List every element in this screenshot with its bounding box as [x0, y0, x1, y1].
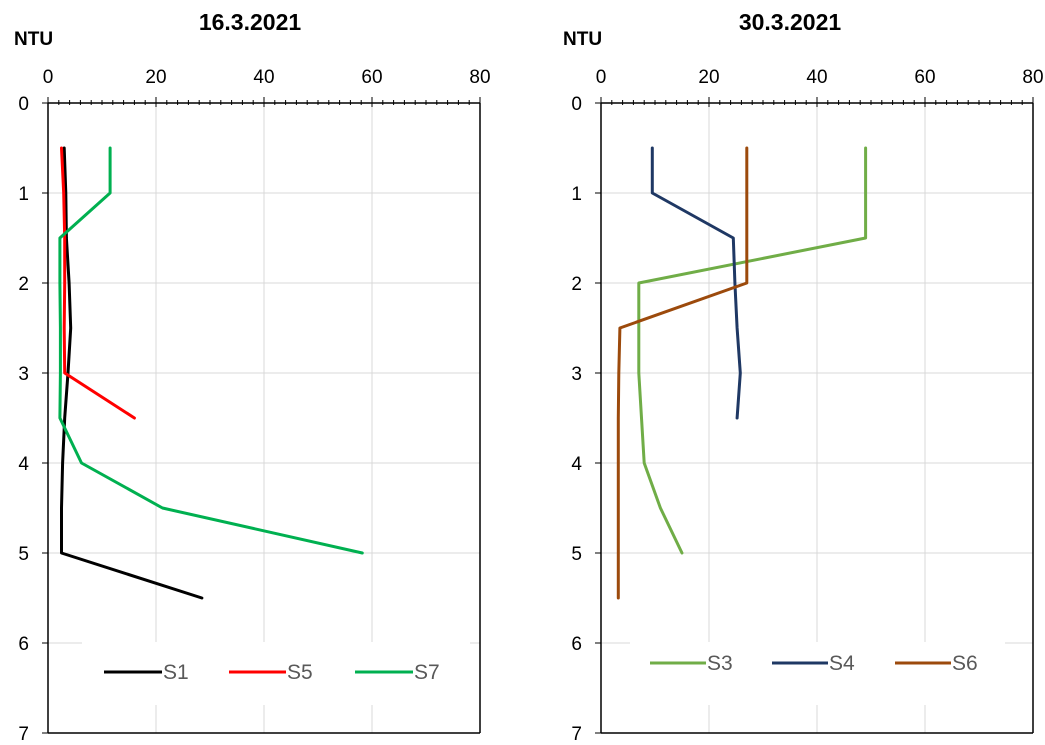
y-tick-label: 1: [18, 184, 29, 205]
legend-label-s1: S1: [163, 661, 189, 684]
series-line-s3: [637, 146, 868, 555]
y-tick-label: 2: [571, 274, 582, 295]
chart-title: 30.3.2021: [739, 9, 842, 35]
legend: S3 S4 S6: [650, 652, 978, 675]
x-tick-label: 0: [596, 67, 607, 88]
x-axis-label: NTU: [563, 29, 602, 50]
plot-area: [595, 97, 1034, 734]
legend-background: [630, 642, 1005, 705]
x-tick-label: 80: [469, 67, 490, 88]
y-tick-label: 3: [18, 364, 29, 385]
legend-label-s6: S6: [952, 652, 978, 675]
x-axis-label: NTU: [14, 29, 53, 50]
x-tick-label: 40: [253, 67, 274, 88]
y-tick-label: 6: [571, 634, 582, 655]
y-tick-label: 0: [571, 94, 582, 115]
chart-panel-16-3-2021: 16.3.2021 NTU S1 S5 S7 0 20 40 60 80 0 1 2 3 4 5 6 7: [14, 9, 491, 745]
x-tick-label: 60: [361, 67, 382, 88]
chart-panel-30-3-2021: 30.3.2021 NTU S3 S4 S6 0 20 40 60 80 0 1 2 3 4 5 6 7: [563, 9, 1044, 745]
y-tick-label: 6: [18, 634, 29, 655]
x-tick-label: 20: [698, 67, 719, 88]
series-line-s7: [58, 146, 364, 555]
y-tick-label: 2: [18, 274, 29, 295]
plot-area: [42, 97, 481, 734]
legend-label-s4: S4: [829, 652, 855, 675]
chart-title: 16.3.2021: [199, 9, 302, 35]
x-tick-label: 60: [914, 67, 935, 88]
series-line-s5: [60, 146, 136, 420]
y-tick-label: 7: [18, 724, 29, 740]
legend-label-s3: S3: [707, 652, 733, 675]
legend: S1 S5 S7: [104, 661, 440, 684]
y-tick-label: 5: [571, 544, 582, 565]
legend-label-s5: S5: [287, 661, 313, 684]
legend-label-s7: S7: [414, 661, 440, 684]
series-line-s1: [60, 146, 204, 600]
y-tick-label: 0: [18, 94, 29, 115]
x-tick-label: 80: [1022, 67, 1043, 88]
x-tick-label: 40: [806, 67, 827, 88]
y-tick-label: 7: [571, 724, 582, 740]
y-tick-label: 1: [571, 184, 582, 205]
y-tick-label: 4: [571, 454, 582, 475]
series-line-s4: [650, 146, 742, 420]
series-line-s6: [616, 146, 749, 600]
x-tick-label: 20: [145, 67, 166, 88]
y-tick-label: 4: [18, 454, 29, 475]
y-tick-label: 3: [571, 364, 582, 385]
x-tick-label: 0: [43, 67, 54, 88]
y-tick-label: 5: [18, 544, 29, 565]
